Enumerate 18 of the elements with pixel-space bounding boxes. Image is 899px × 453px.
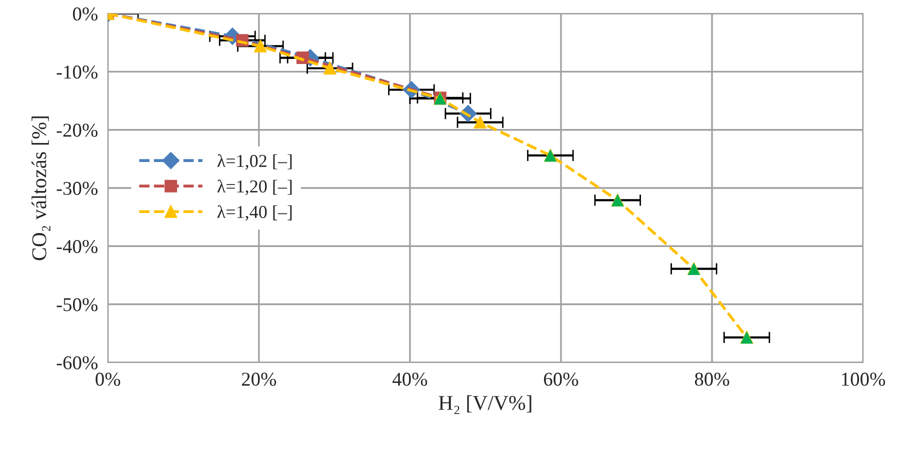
y-tick-label: -40% — [56, 240, 98, 254]
x-tick-label: 20% — [242, 372, 276, 386]
x-tick-label: 0% — [96, 372, 120, 386]
x-tick-label: 100% — [842, 372, 886, 386]
y-tick-label: -60% — [56, 356, 98, 370]
x-tick-label: 40% — [392, 372, 428, 386]
y-tick-label: -20% — [56, 124, 98, 137]
y-tick-label: -30% — [56, 182, 98, 195]
y-axis-title: CO₂ változás [%] — [32, 116, 50, 260]
y-tick-label: -50% — [56, 298, 98, 312]
x-tick-label: 60% — [544, 372, 578, 386]
legend-label: λ=1,02 [–] — [217, 154, 292, 170]
x-tick-label: 80% — [694, 372, 730, 386]
legend-label: λ=1,20 [–] — [217, 180, 292, 196]
x-axis-title: H₂ [V/V%] — [438, 395, 532, 414]
y-tick-label: 0% — [72, 7, 98, 21]
y-tick-label: -10% — [56, 66, 98, 79]
legend-label: λ=1,40 [–] — [217, 205, 292, 221]
